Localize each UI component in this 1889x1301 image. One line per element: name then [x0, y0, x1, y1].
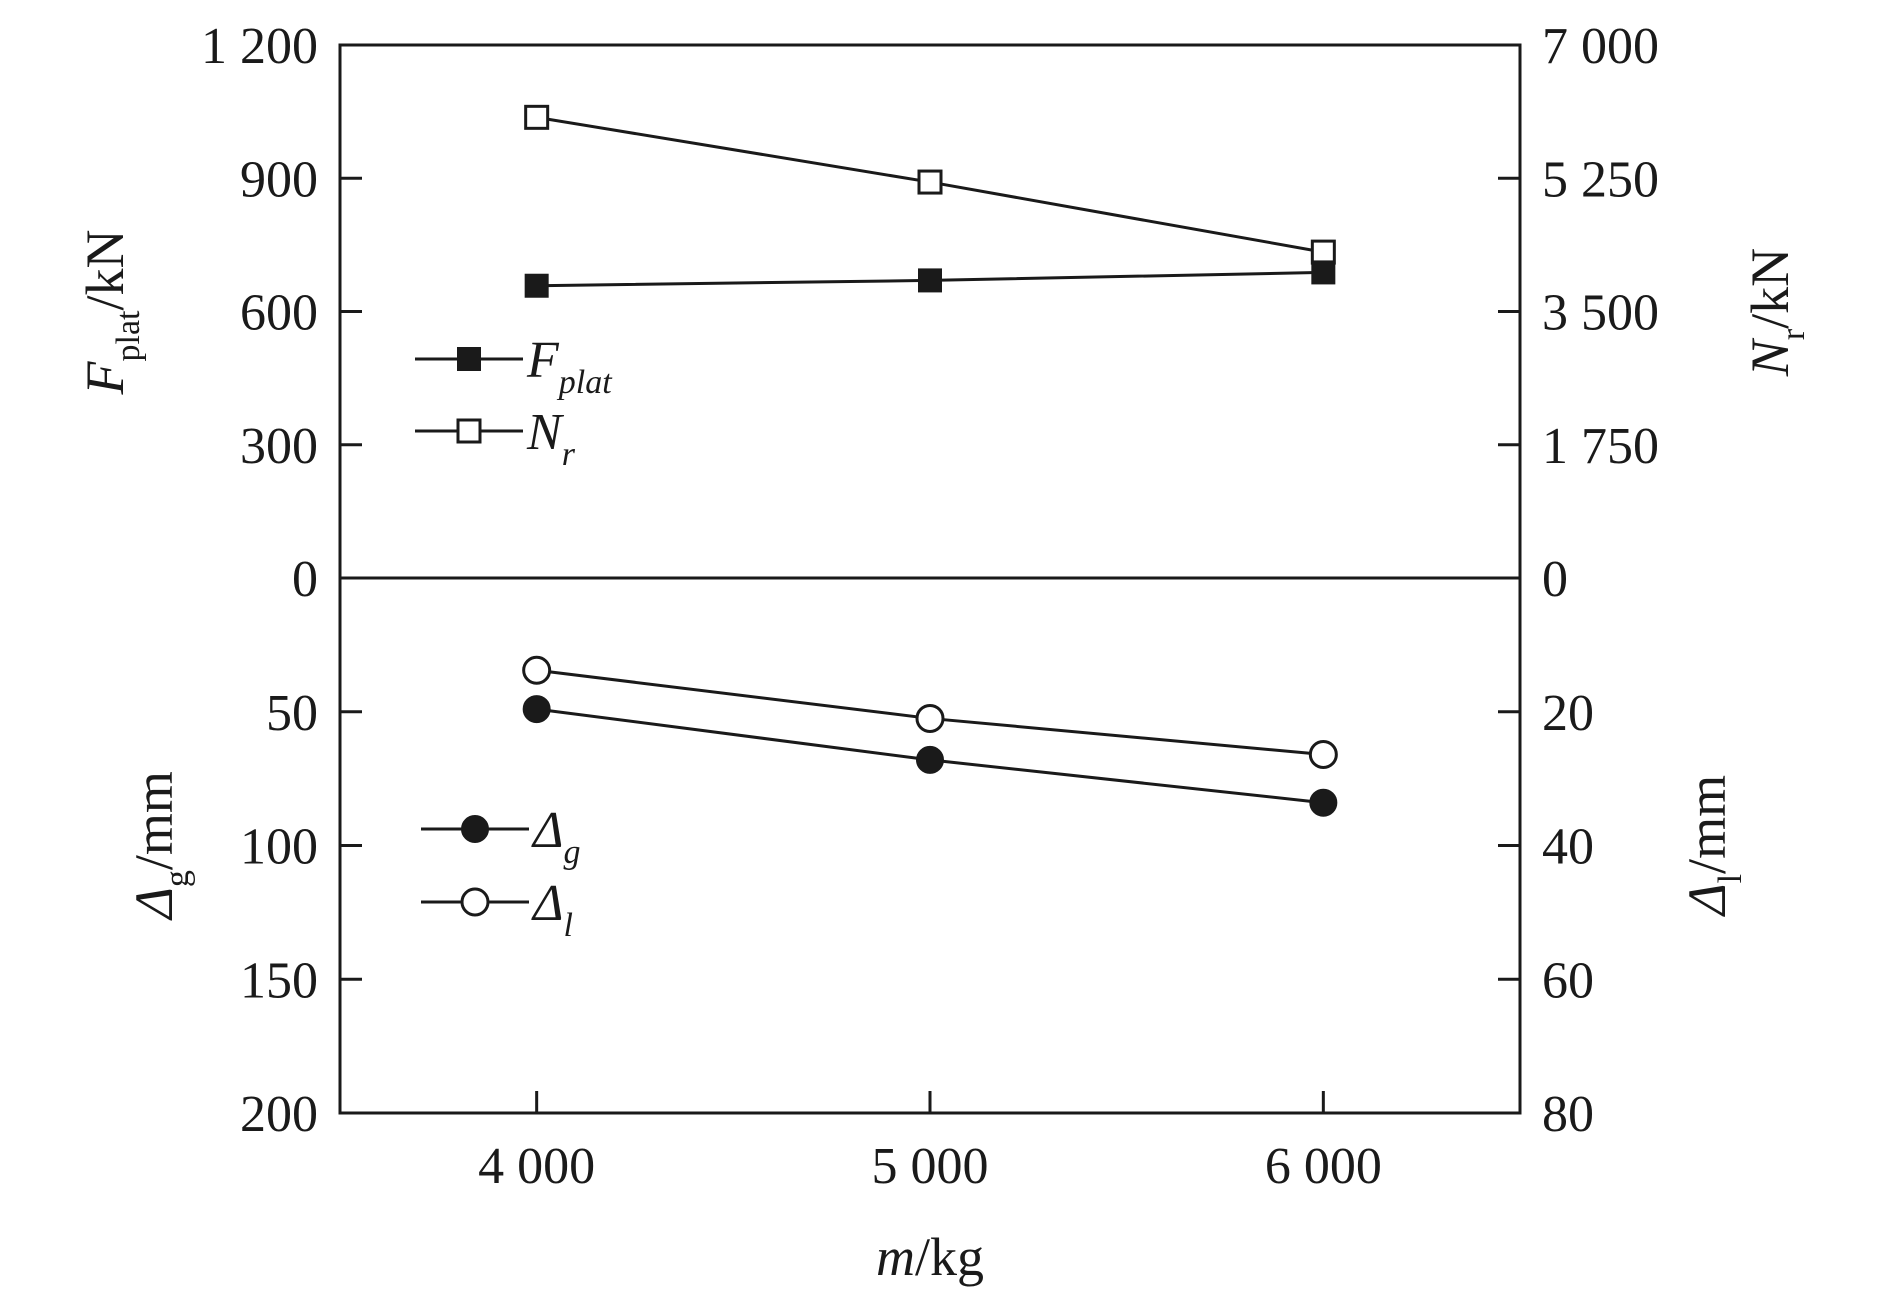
- bottom-right-tick-label: 80: [1542, 1086, 1594, 1143]
- plot-frame: [338, 43, 1522, 1115]
- x-tick-label: 4 000: [478, 1138, 595, 1195]
- bottom-left-axis-label-unit: /mm: [124, 771, 184, 870]
- bottom-right-axis-label-main: Δ: [1677, 883, 1737, 917]
- delta-l-legend-label: Δl: [531, 875, 573, 944]
- f-plat-series-point: [1311, 260, 1336, 285]
- top-left-tick-label: 900: [240, 151, 318, 208]
- f-plat-legend-label: Fplat: [526, 332, 613, 401]
- n-r-legend-sub: r: [562, 436, 576, 473]
- x-axis-label-main: m: [876, 1227, 915, 1287]
- n-r-legend-marker: [456, 418, 482, 444]
- bottom-left-tick-label: 50: [266, 685, 318, 742]
- top-right-tick-label: 3 500: [1542, 285, 1659, 342]
- bottom-left-axis-label-main: Δ: [124, 887, 184, 921]
- f-plat-legend-marker: [457, 347, 481, 371]
- delta-g-legend-sub: g: [564, 834, 581, 871]
- x-tick-label: 5 000: [872, 1138, 989, 1195]
- delta-l-legend-marker: [460, 887, 490, 917]
- x-axis-label-unit: /kg: [915, 1227, 984, 1287]
- x-axis-label: m/kg: [876, 1227, 984, 1287]
- top-left-axis-label-main: F: [75, 360, 135, 395]
- top-left-tick-label: 300: [240, 418, 318, 475]
- top-left-tick-label: 600: [240, 285, 318, 342]
- delta-l-series-point: [522, 655, 552, 685]
- n-r-series-point: [524, 104, 550, 130]
- n-r-series-point: [1310, 239, 1336, 265]
- f-plat-legend-name: F: [526, 332, 560, 389]
- top-right-tick-label: 5 250: [1542, 151, 1659, 208]
- delta-l-legend-name: Δ: [531, 875, 564, 932]
- delta-g-legend-label: Δg: [531, 802, 581, 871]
- top-left-axis-label: Fplat/kN: [75, 230, 147, 396]
- delta-g-series-point: [522, 695, 551, 724]
- bottom-right-axis-label: Δl/mm: [1677, 775, 1749, 917]
- top-right-axis-label: Nr/kN: [1740, 248, 1812, 377]
- delta-g-legend-marker: [461, 815, 489, 843]
- top-right-tick-label: 7 000: [1542, 18, 1659, 75]
- n-r-series-point: [917, 169, 943, 195]
- delta-g-series-point: [916, 745, 944, 774]
- delta-l-series-point: [915, 703, 945, 733]
- top-left-tick-label: 0: [292, 551, 318, 608]
- top-left-tick-label: 1 200: [201, 18, 318, 75]
- axis-ticks: 0 300 600 900 1 200 0 1 750 3 500 5 250 7 000 50 10…: [201, 18, 1659, 1195]
- delta-g-series-point: [1309, 788, 1338, 817]
- delta-l-legend-sub: l: [564, 907, 573, 944]
- bottom-right-tick-label: 20: [1542, 685, 1594, 742]
- top-right-tick-label: 0: [1542, 551, 1568, 608]
- top-left-axis-label-unit: /kN: [75, 230, 135, 311]
- top-right-axis-label-main: N: [1740, 337, 1800, 377]
- data-markers: [522, 104, 1338, 817]
- bottom-left-tick-label: 150: [240, 952, 318, 1009]
- delta-g-legend-name: Δ: [531, 802, 564, 859]
- f-plat-series-point: [918, 268, 942, 293]
- top-left-axis-label-sub: plat: [110, 310, 147, 362]
- f-plat-series-point: [524, 273, 549, 298]
- delta-l-series-point: [1308, 740, 1338, 770]
- top-right-axis-label-unit: /kN: [1740, 248, 1800, 329]
- bottom-right-tick-label: 40: [1542, 819, 1594, 876]
- bottom-right-axis-label-sub: l: [1712, 874, 1749, 883]
- n-r-legend-label: Nr: [526, 404, 576, 473]
- f-plat-legend-sub: plat: [557, 364, 613, 401]
- bottom-left-tick-label: 100: [240, 819, 318, 876]
- bottom-left-axis-label-sub: g: [159, 870, 196, 887]
- series-lines: [536, 115, 1324, 805]
- bottom-right-axis-label-unit: /mm: [1677, 775, 1737, 874]
- top-right-axis-label-sub: r: [1775, 328, 1812, 340]
- bottom-right-tick-label: 60: [1542, 952, 1594, 1009]
- bottom-left-tick-label: 200: [240, 1086, 318, 1143]
- n-r-legend-name: N: [526, 404, 565, 461]
- x-tick-label: 6 000: [1265, 1138, 1382, 1195]
- top-right-tick-label: 1 750: [1542, 418, 1659, 475]
- bottom-left-axis-label: Δg/mm: [124, 771, 196, 921]
